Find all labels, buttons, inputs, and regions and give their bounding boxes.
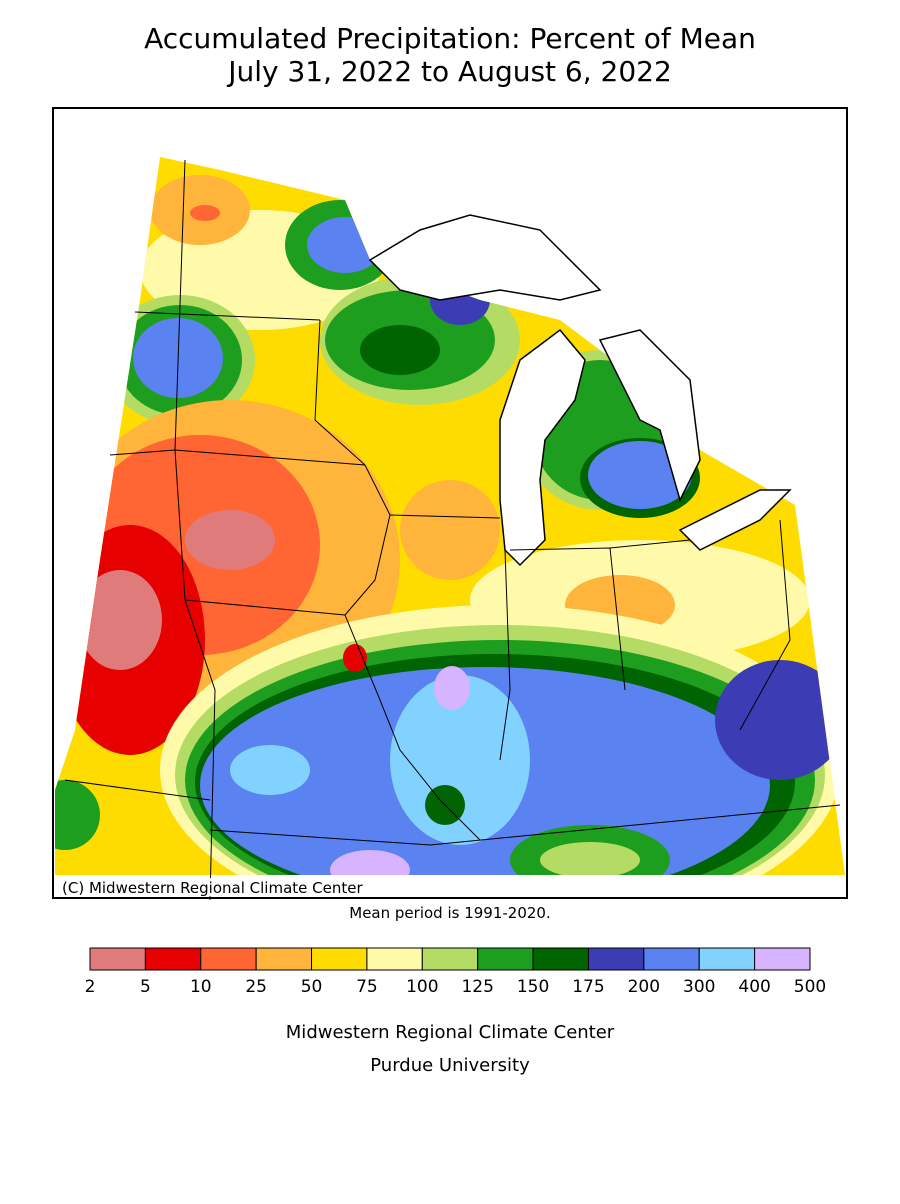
legend-tick-label: 150 <box>517 977 549 997</box>
subtitle: July 31, 2022 to August 6, 2022 <box>226 55 672 88</box>
legend-tick-label: 10 <box>190 977 212 997</box>
legend-tick-label: 5 <box>140 977 151 997</box>
legend-tick-label: 300 <box>683 977 715 997</box>
legend-tick-label: 500 <box>794 977 826 997</box>
title: Accumulated Precipitation: Percent of Me… <box>144 22 756 55</box>
legend-tick-label: 200 <box>628 977 660 997</box>
legend-swatch <box>144 947 202 971</box>
legend-tick-label: 25 <box>245 977 267 997</box>
legend-tick-label: 50 <box>301 977 323 997</box>
map-frame <box>52 107 848 899</box>
legend-tick-label: 2 <box>85 977 96 997</box>
footer-line: Purdue University <box>370 1055 530 1076</box>
footer-line: Midwestern Regional Climate Center <box>286 1022 615 1043</box>
legend-swatch <box>311 947 368 971</box>
legend-tick-label: 175 <box>572 977 604 997</box>
legend-swatch <box>532 947 589 971</box>
legend-swatch <box>643 947 700 971</box>
legend: 2 5 10 25 50 75 100 125 150 175 200 300 400 500 <box>85 947 826 997</box>
legend-swatch <box>255 947 313 971</box>
legend-tick-label: 400 <box>738 977 770 997</box>
legend-swatch <box>477 947 534 971</box>
legend-swatch <box>754 947 811 971</box>
legend-tick-label: 75 <box>356 977 378 997</box>
note: Mean period is 1991-2020. <box>349 904 550 922</box>
legend-tick-label: 125 <box>461 977 493 997</box>
copyright-box <box>58 878 340 896</box>
lakes <box>368 214 792 567</box>
legend-swatch <box>421 947 479 971</box>
legend-tick-label: 100 <box>406 977 438 997</box>
legend-swatch <box>587 947 645 971</box>
legend-swatch <box>89 947 146 971</box>
copyright: (C) Midwestern Regional Climate Center <box>62 879 363 897</box>
state-lines <box>64 159 841 901</box>
legend-swatch <box>366 947 423 971</box>
legend-swatch <box>200 947 257 971</box>
legend-swatch <box>698 947 756 971</box>
